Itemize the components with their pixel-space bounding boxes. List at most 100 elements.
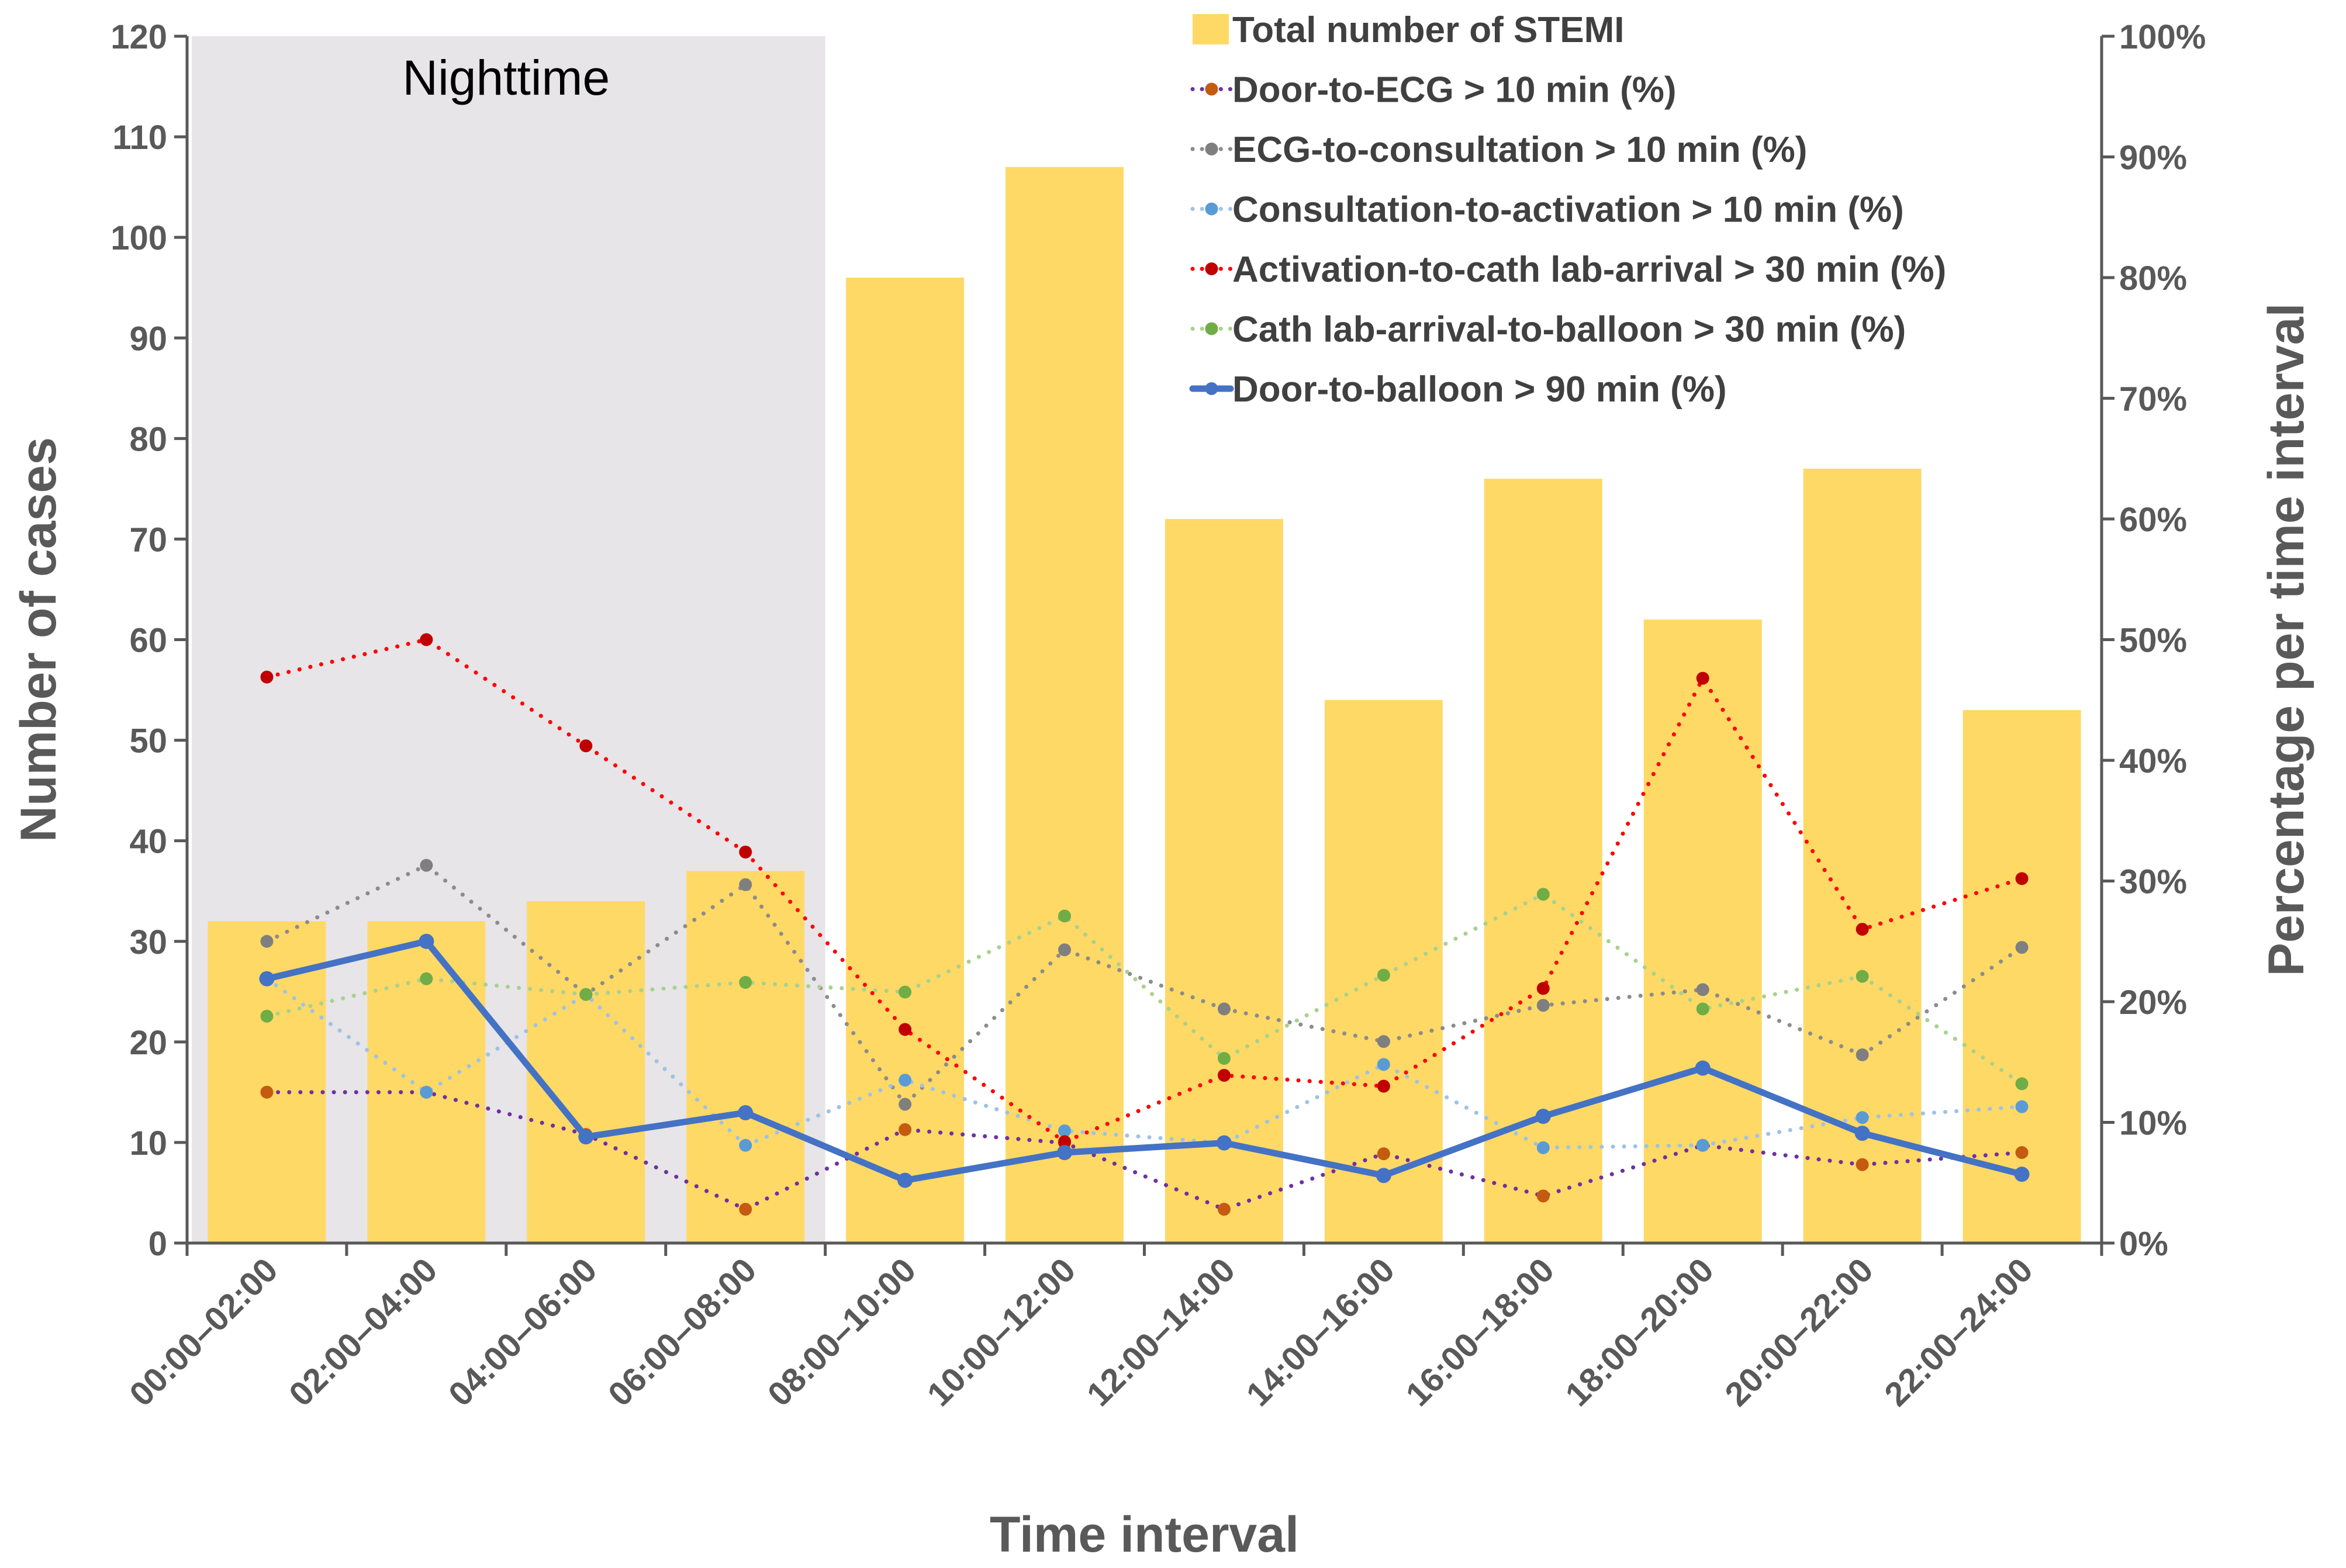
series-4-point-11	[2015, 1077, 2029, 1091]
series-4-point-9	[1696, 1002, 1709, 1016]
series-5-point-2	[578, 1129, 594, 1145]
y-tick-label-2: 20	[129, 1024, 167, 1062]
series-3-point-11	[2015, 872, 2029, 885]
series-0-point-7	[1377, 1147, 1390, 1161]
y-tick-label-1: 10	[129, 1124, 167, 1162]
series-2-point-5	[1058, 1124, 1072, 1137]
series-4-point-6	[1217, 1052, 1231, 1065]
legend-entry-1: Door-to-ECG > 10 min (%)	[1232, 70, 1677, 110]
series-3-point-4	[899, 1023, 912, 1036]
x-axis-title: Time interval	[990, 1507, 1299, 1563]
series-1-point-5	[1058, 943, 1072, 957]
y2-tick-label-9: 90%	[2119, 139, 2187, 177]
y2-tick-label-2: 20%	[2119, 984, 2187, 1022]
nighttime-label: Nighttime	[402, 50, 610, 105]
series-line-5	[263, 938, 2026, 1184]
series-3-point-5	[1058, 1135, 1072, 1148]
y2-tick-label-7: 70%	[2119, 380, 2187, 418]
series-2-point-4	[899, 1074, 912, 1087]
series-1-point-6	[1217, 1002, 1231, 1016]
series-2-point-10	[1856, 1111, 1869, 1124]
legend-swatch-marker-4	[1205, 322, 1218, 335]
y-tick-label-8: 80	[129, 420, 167, 458]
series-3-point-2	[579, 739, 593, 753]
series-2-point-9	[1696, 1138, 1709, 1152]
legend-swatch-marker-0	[1205, 82, 1218, 96]
bar-6	[1165, 519, 1283, 1243]
series-5-point-0	[259, 971, 275, 987]
legend-entry-4: Activation-to-cath lab-arrival > 30 min …	[1232, 250, 1946, 290]
series-0-point-10	[1856, 1158, 1869, 1171]
y-tick-label-9: 90	[129, 320, 167, 358]
bar-1	[367, 921, 486, 1243]
y-tick-label-0: 0	[148, 1225, 167, 1263]
y-tick-label-12: 120	[110, 18, 167, 56]
series-3-point-7	[1377, 1079, 1390, 1093]
series-4-point-2	[579, 988, 593, 1001]
series-1-point-3	[739, 878, 752, 891]
series-5-point-10	[1854, 1126, 1870, 1141]
series-4-point-0	[260, 1009, 274, 1023]
lines-group	[259, 633, 2030, 1216]
series-4-point-4	[899, 985, 912, 999]
bar-2	[527, 901, 645, 1243]
y-tick-label-10: 100	[110, 219, 167, 257]
series-3-point-0	[260, 670, 274, 684]
series-3-point-9	[1696, 671, 1709, 685]
series-5-point-4	[897, 1172, 913, 1188]
y2-tick-label-3: 30%	[2119, 863, 2187, 901]
legend-swatch-marker-2	[1205, 202, 1218, 216]
series-3-point-1	[420, 633, 433, 646]
series-1-point-0	[260, 934, 274, 948]
series-2-point-3	[739, 1138, 752, 1152]
series-0-point-6	[1217, 1203, 1231, 1216]
series-line-3	[264, 638, 2024, 1144]
y2-tick-label-10: 100%	[2119, 18, 2206, 56]
series-1-point-1	[420, 859, 433, 872]
series-0-point-0	[260, 1085, 274, 1099]
legend-swatch-marker-3	[1205, 262, 1218, 275]
y-tick-label-5: 50	[129, 722, 167, 760]
series-1-point-11	[2015, 941, 2029, 954]
series-3-point-8	[1536, 982, 1550, 995]
series-2-point-7	[1377, 1058, 1390, 1071]
legend-entry-3: Consultation-to-activation > 10 min (%)	[1232, 190, 1904, 230]
legend-entry-0: Total number of STEMI	[1232, 10, 1625, 50]
series-4-point-10	[1856, 970, 1869, 983]
series-3-point-10	[1856, 923, 1869, 936]
series-line-1	[264, 863, 2024, 1107]
y-tick-label-11: 110	[112, 119, 167, 157]
series-1-point-7	[1377, 1035, 1390, 1048]
series-0-point-11	[2015, 1146, 2029, 1159]
legend-entry-5: Cath lab-arrival-to-balloon > 30 min (%)	[1232, 310, 1906, 350]
bar-5	[1006, 167, 1124, 1243]
series-5-point-9	[1695, 1060, 1711, 1076]
series-4-point-7	[1377, 968, 1390, 982]
legend: Total number of STEMI Door-to-ECG > 10 mi…	[1189, 10, 1946, 410]
series-1-point-8	[1536, 999, 1550, 1012]
y-tick-label-4: 40	[129, 823, 167, 861]
series-4-point-1	[420, 972, 433, 985]
bar-3	[686, 871, 805, 1243]
series-1-point-4	[899, 1098, 912, 1111]
y-tick-label-7: 70	[129, 521, 167, 559]
series-5-point-3	[738, 1105, 754, 1120]
series-1-point-9	[1696, 983, 1709, 996]
legend-swatch-bar	[1193, 14, 1229, 44]
y-tick-label-6: 60	[129, 622, 167, 660]
series-1-point-10	[1856, 1048, 1869, 1061]
y2-tick-label-6: 60%	[2119, 501, 2187, 539]
series-5-point-1	[419, 933, 434, 949]
series-0-point-8	[1536, 1189, 1550, 1203]
y2-axis-title: Percentage per time interval	[2258, 303, 2314, 977]
legend-swatch-marker-1	[1205, 143, 1218, 155]
series-2-point-1	[420, 1085, 433, 1099]
series-4-point-8	[1536, 888, 1550, 901]
y-axis-title: Number of cases	[11, 437, 67, 842]
y2-tick-label-4: 40%	[2119, 742, 2187, 780]
y2-tick-label-8: 80%	[2119, 259, 2187, 297]
series-line-4	[264, 892, 2024, 1086]
y2-tick-label-5: 50%	[2119, 622, 2187, 660]
series-5-point-5	[1057, 1145, 1073, 1161]
